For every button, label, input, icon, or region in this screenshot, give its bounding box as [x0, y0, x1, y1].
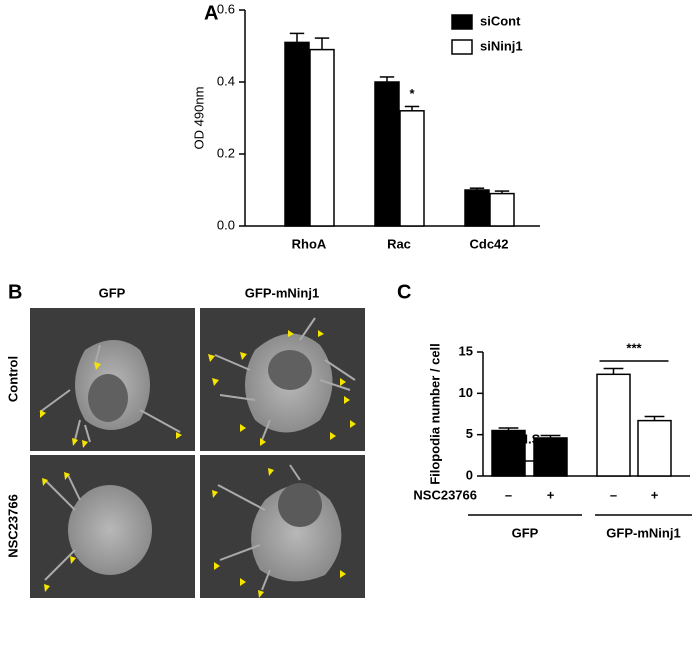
y-tick-label: 0.6 — [217, 1, 235, 16]
row-label: NSC23766 — [5, 494, 20, 558]
x-tick-label: + — [651, 487, 659, 502]
bar — [533, 437, 568, 477]
x-tick-label: + — [547, 487, 555, 502]
arrowheads — [40, 330, 356, 598]
y-tick-label: 10 — [459, 385, 473, 400]
panel-letter: A — [204, 2, 218, 24]
annotation: *** — [626, 340, 642, 355]
micrograph — [30, 455, 195, 598]
bar — [374, 81, 400, 227]
y-tick-label: 0 — [466, 467, 473, 482]
annotation: * — [409, 86, 415, 101]
bar — [309, 48, 335, 227]
y-tick-label: 5 — [466, 426, 473, 441]
y-axis-label: OD 490nm — [191, 87, 206, 150]
legend-swatch — [451, 14, 473, 30]
bar — [637, 419, 672, 477]
bar — [399, 110, 425, 227]
x-tick-label: – — [505, 487, 512, 502]
panel-letter: C — [397, 281, 411, 303]
x-tick-label: Rac — [387, 236, 411, 251]
bar — [489, 192, 515, 227]
bar — [464, 189, 490, 227]
bar — [491, 429, 526, 477]
bar — [596, 373, 631, 477]
x-tick-label: – — [610, 487, 617, 502]
group-label: GFP-mNinj1 — [606, 525, 680, 540]
micrograph — [30, 308, 195, 459]
y-tick-label: 15 — [459, 343, 473, 358]
column-label: GFP — [99, 285, 126, 300]
group-label: GFP — [512, 525, 539, 540]
x-tick-label: Cdc42 — [469, 236, 508, 251]
y-tick-label: 0.4 — [217, 73, 235, 88]
legend-swatch — [451, 39, 473, 55]
bar — [284, 41, 310, 227]
y-tick-label: 0.2 — [217, 145, 235, 160]
column-label: GFP-mNinj1 — [245, 285, 319, 300]
panel-letter: B — [8, 281, 22, 303]
row-label: Control — [5, 356, 20, 402]
legend-label: siNinj1 — [480, 38, 523, 53]
row-label: NSC23766 — [413, 487, 477, 502]
legend-label: siCont — [480, 13, 521, 28]
annotation: N.S — [519, 431, 541, 446]
y-axis-label: Filopodia number / cell — [427, 343, 442, 485]
micrograph — [200, 455, 365, 598]
y-tick-label: 0.0 — [217, 217, 235, 232]
x-tick-label: RhoA — [292, 236, 327, 251]
micrograph — [200, 308, 365, 451]
